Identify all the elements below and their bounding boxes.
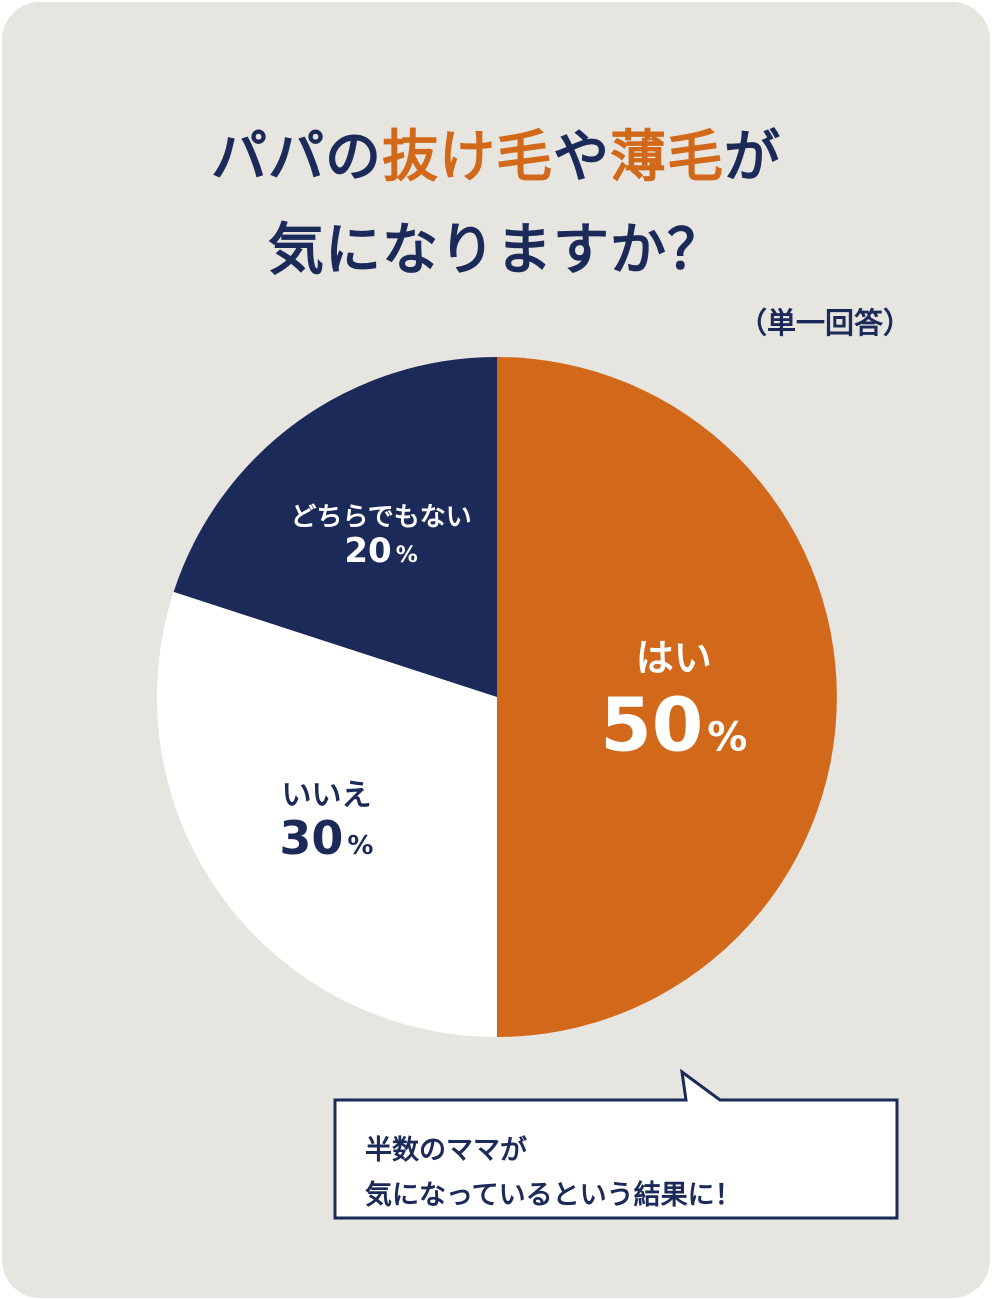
slice-value: 30%: [279, 811, 373, 865]
title-segment: 薄毛: [610, 125, 724, 190]
slice-value: 20%: [344, 531, 417, 571]
answer-type-note: （単一回答）: [737, 306, 912, 340]
title-segment: パパの: [211, 125, 382, 190]
callout-line1: 半数のママが: [365, 1135, 527, 1166]
pie-slice: [157, 591, 497, 1037]
chart-title-line2: 気になりますか？: [268, 218, 724, 283]
title-segment: や: [553, 125, 610, 190]
title-segment: が: [724, 125, 781, 190]
chart-title-line1: パパの抜け毛や薄毛が: [0, 112, 992, 193]
slice-value: 50%: [600, 682, 747, 768]
pie-slice: [497, 357, 837, 1037]
slice-label: いいえ: [281, 778, 371, 813]
slice-label: はい: [636, 636, 712, 680]
callout-line2: 気になっているという結果に！: [365, 1180, 742, 1212]
pie-slice: [173, 357, 497, 697]
callout-shape: [333, 1068, 899, 1220]
slice-label: どちらでもない: [290, 503, 471, 533]
title-segment: 抜け毛: [382, 125, 553, 190]
callout-bubble: [333, 1068, 899, 1220]
callout-text: 半数のママが 気になっているという結果に！: [365, 1128, 742, 1219]
